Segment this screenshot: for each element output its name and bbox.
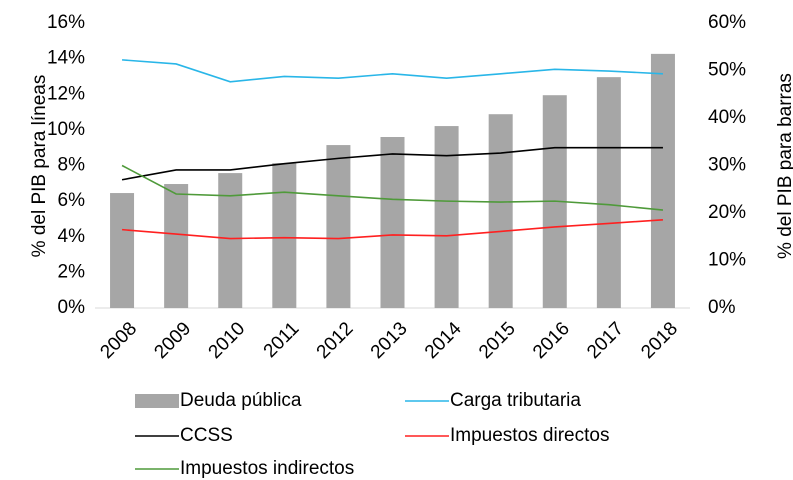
line: [121, 219, 664, 240]
bar: [434, 126, 459, 308]
bar: [326, 145, 351, 308]
bar: [272, 163, 297, 308]
bar: [488, 114, 513, 308]
bar: [380, 137, 405, 308]
x-tick-label: 2011: [260, 318, 304, 362]
x-tick-label: 2014: [421, 318, 466, 363]
line: [121, 164, 664, 211]
legend-label: Impuestos indirectos: [180, 458, 354, 479]
y2-tick-label: 10%: [708, 250, 746, 271]
y-tick-label: 10%: [47, 119, 85, 140]
y-tick-label: 8%: [58, 155, 86, 176]
line: [121, 146, 663, 181]
y2-tick-label: 30%: [708, 155, 746, 176]
bar: [218, 173, 243, 308]
x-tick-label: 2013: [367, 318, 412, 363]
y2-tick-label: 20%: [708, 202, 746, 223]
y-tick-label: 4%: [58, 226, 86, 247]
x-tick-label: 2017: [583, 318, 628, 363]
y-tick-label: 2%: [58, 261, 86, 282]
y2-axis-label: % del PIB para barras: [775, 73, 793, 259]
x-tick-label: 2012: [313, 318, 358, 363]
line: [121, 59, 663, 83]
bar: [596, 77, 621, 309]
legend-swatch: [135, 394, 179, 408]
x-tick-label: 2008: [96, 318, 141, 363]
x-tick-label: 2010: [205, 318, 250, 363]
y-axis-label: % del PIB para líneas: [29, 75, 50, 258]
y-tick-label: 14%: [47, 48, 85, 69]
y2-tick-label: 0%: [708, 297, 736, 318]
y-tick-label: 0%: [58, 297, 86, 318]
legend-label: Carga tributaria: [450, 390, 581, 411]
legend-label: CCSS: [180, 425, 233, 446]
x-tick-label: 2018: [637, 318, 682, 363]
x-tick-label: 2009: [150, 318, 195, 363]
y-tick-label: 6%: [58, 190, 86, 211]
bar: [650, 53, 675, 308]
x-tick-label: 2015: [475, 318, 520, 363]
y2-tick-label: 50%: [708, 60, 746, 81]
legend-label: Impuestos directos: [450, 425, 609, 446]
y-tick-label: 16%: [47, 12, 85, 33]
bar: [164, 184, 189, 308]
legend-label: Deuda pública: [180, 390, 302, 411]
y2-tick-label: 60%: [708, 12, 746, 33]
y2-tick-label: 40%: [708, 107, 746, 128]
y-tick-label: 12%: [47, 83, 85, 104]
x-tick-label: 2016: [529, 318, 574, 363]
bar: [110, 193, 135, 308]
